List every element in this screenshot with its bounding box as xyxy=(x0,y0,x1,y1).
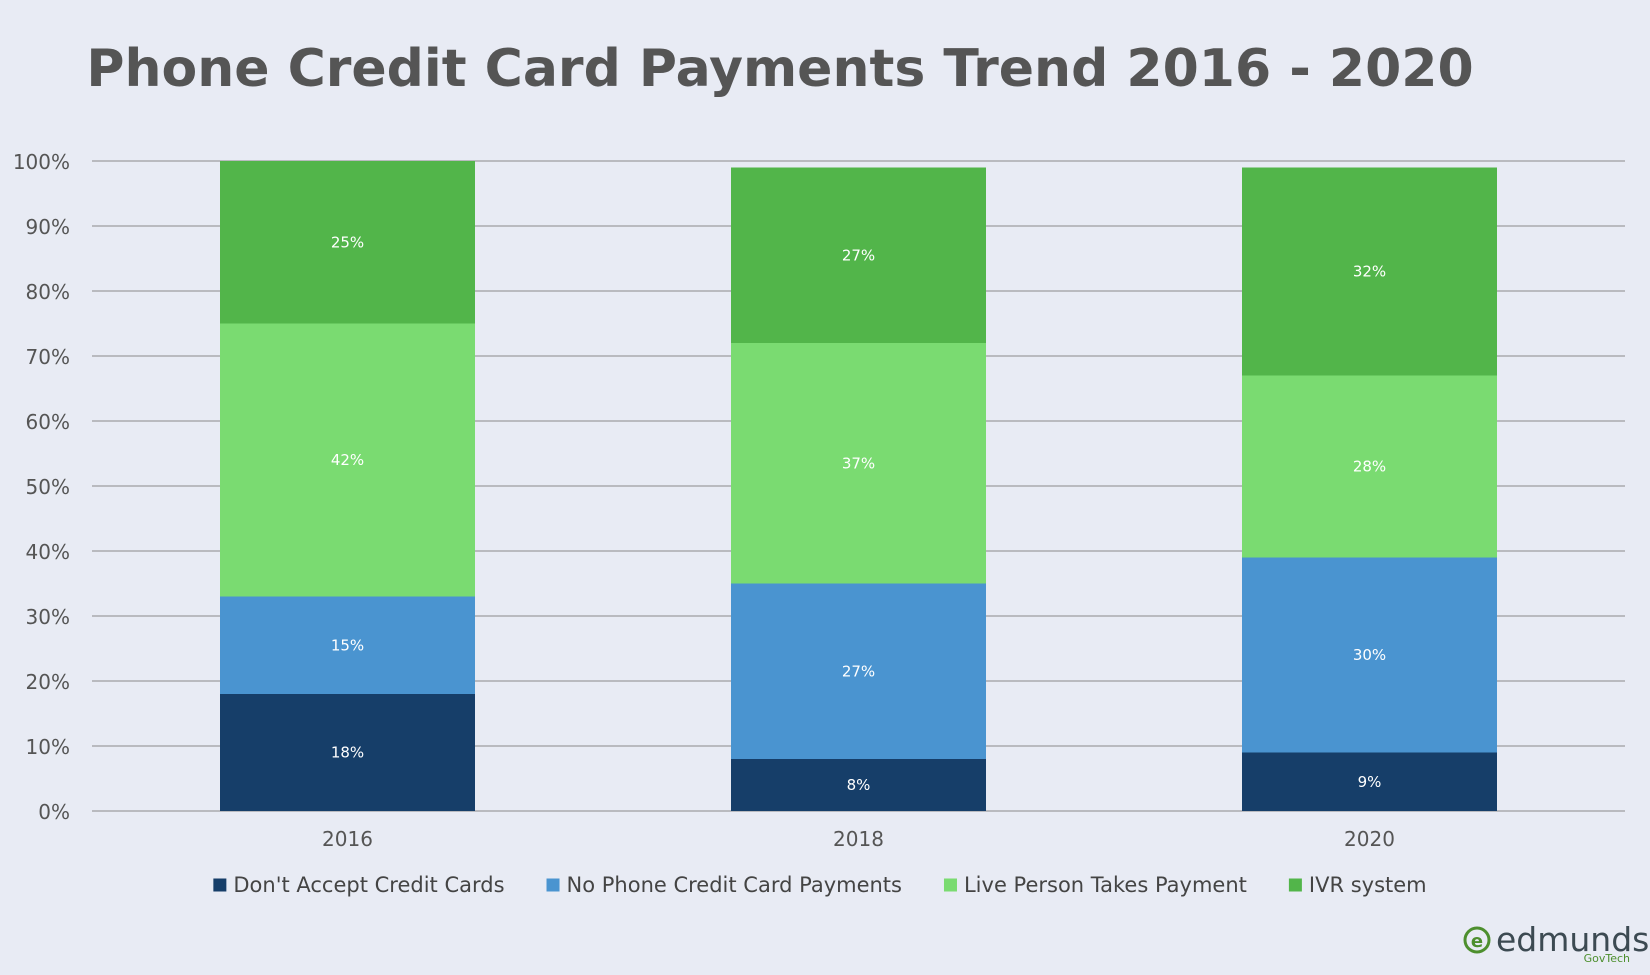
bar-segment xyxy=(1242,557,1497,753)
x-axis: 2016 2018 2020 xyxy=(322,827,1395,851)
bar-segment xyxy=(731,583,986,759)
x-tick-label: 2018 xyxy=(833,827,884,851)
y-tick-label: 40% xyxy=(26,540,70,564)
legend-item: No Phone Credit Card Payments xyxy=(546,873,902,897)
data-label: 28% xyxy=(1353,458,1386,476)
x-tick-label: 2020 xyxy=(1344,827,1395,851)
y-tick-label: 30% xyxy=(26,605,70,629)
legend-label: Don't Accept Credit Cards xyxy=(233,873,504,897)
bar-segment xyxy=(1242,752,1497,811)
legend-swatch xyxy=(546,878,560,892)
data-label: 42% xyxy=(331,451,364,469)
data-labels: 18% 15% 42% 25% 8% 27% 37% 27% 9% 30% 28% 32% xyxy=(331,233,1386,794)
bar-segment xyxy=(731,759,986,811)
y-tick-label: 70% xyxy=(26,345,70,369)
y-tick-label: 60% xyxy=(26,410,70,434)
data-label: 37% xyxy=(842,454,875,472)
logo-text: edmunds xyxy=(1496,920,1649,959)
y-tick-label: 80% xyxy=(26,280,70,304)
legend-item: Live Person Takes Payment xyxy=(943,873,1247,897)
edmunds-logo: e edmunds GovTech xyxy=(1463,920,1649,965)
bar-segment xyxy=(1242,167,1497,376)
chart-title: Phone Credit Card Payments Trend 2016 - … xyxy=(86,39,1473,99)
logo-icon-glyph: e xyxy=(1471,931,1483,952)
data-label: 27% xyxy=(842,246,875,264)
bar-segment xyxy=(731,343,986,584)
bar-segment xyxy=(731,167,986,343)
data-label: 30% xyxy=(1353,646,1386,664)
legend-label: No Phone Credit Card Payments xyxy=(567,873,902,897)
legend: Don't Accept Credit Cards No Phone Credit… xyxy=(213,873,1427,897)
data-label: 9% xyxy=(1358,773,1382,791)
legend-label: Live Person Takes Payment xyxy=(964,873,1247,897)
logo-subtext: GovTech xyxy=(1584,952,1630,965)
legend-item: Don't Accept Credit Cards xyxy=(213,873,505,897)
y-tick-label: 90% xyxy=(26,215,70,239)
legend-label: IVR system xyxy=(1309,873,1427,897)
data-label: 18% xyxy=(331,744,364,762)
bars xyxy=(220,161,1497,811)
legend-swatch xyxy=(213,878,227,892)
legend-swatch xyxy=(943,878,957,892)
y-axis: 0% 10% 20% 30% 40% 50% 60% 70% 80% 90% 100% xyxy=(13,150,70,824)
bar-segment xyxy=(220,161,475,324)
y-tick-label: 10% xyxy=(26,735,70,759)
y-tick-label: 0% xyxy=(38,800,70,824)
bar-segment xyxy=(220,596,475,694)
y-tick-label: 50% xyxy=(26,475,70,499)
data-label: 25% xyxy=(331,233,364,251)
bar-segment xyxy=(220,323,475,597)
x-tick-label: 2016 xyxy=(322,827,373,851)
data-label: 27% xyxy=(842,662,875,680)
bar-segment xyxy=(220,694,475,811)
bar-segment xyxy=(1242,375,1497,558)
data-label: 32% xyxy=(1353,263,1386,281)
data-label: 15% xyxy=(331,636,364,654)
legend-swatch xyxy=(1288,878,1302,892)
data-label: 8% xyxy=(847,776,871,794)
y-tick-label: 100% xyxy=(13,150,70,174)
logo-icon xyxy=(1463,926,1491,954)
legend-item: IVR system xyxy=(1288,873,1427,897)
y-tick-label: 20% xyxy=(26,670,70,694)
